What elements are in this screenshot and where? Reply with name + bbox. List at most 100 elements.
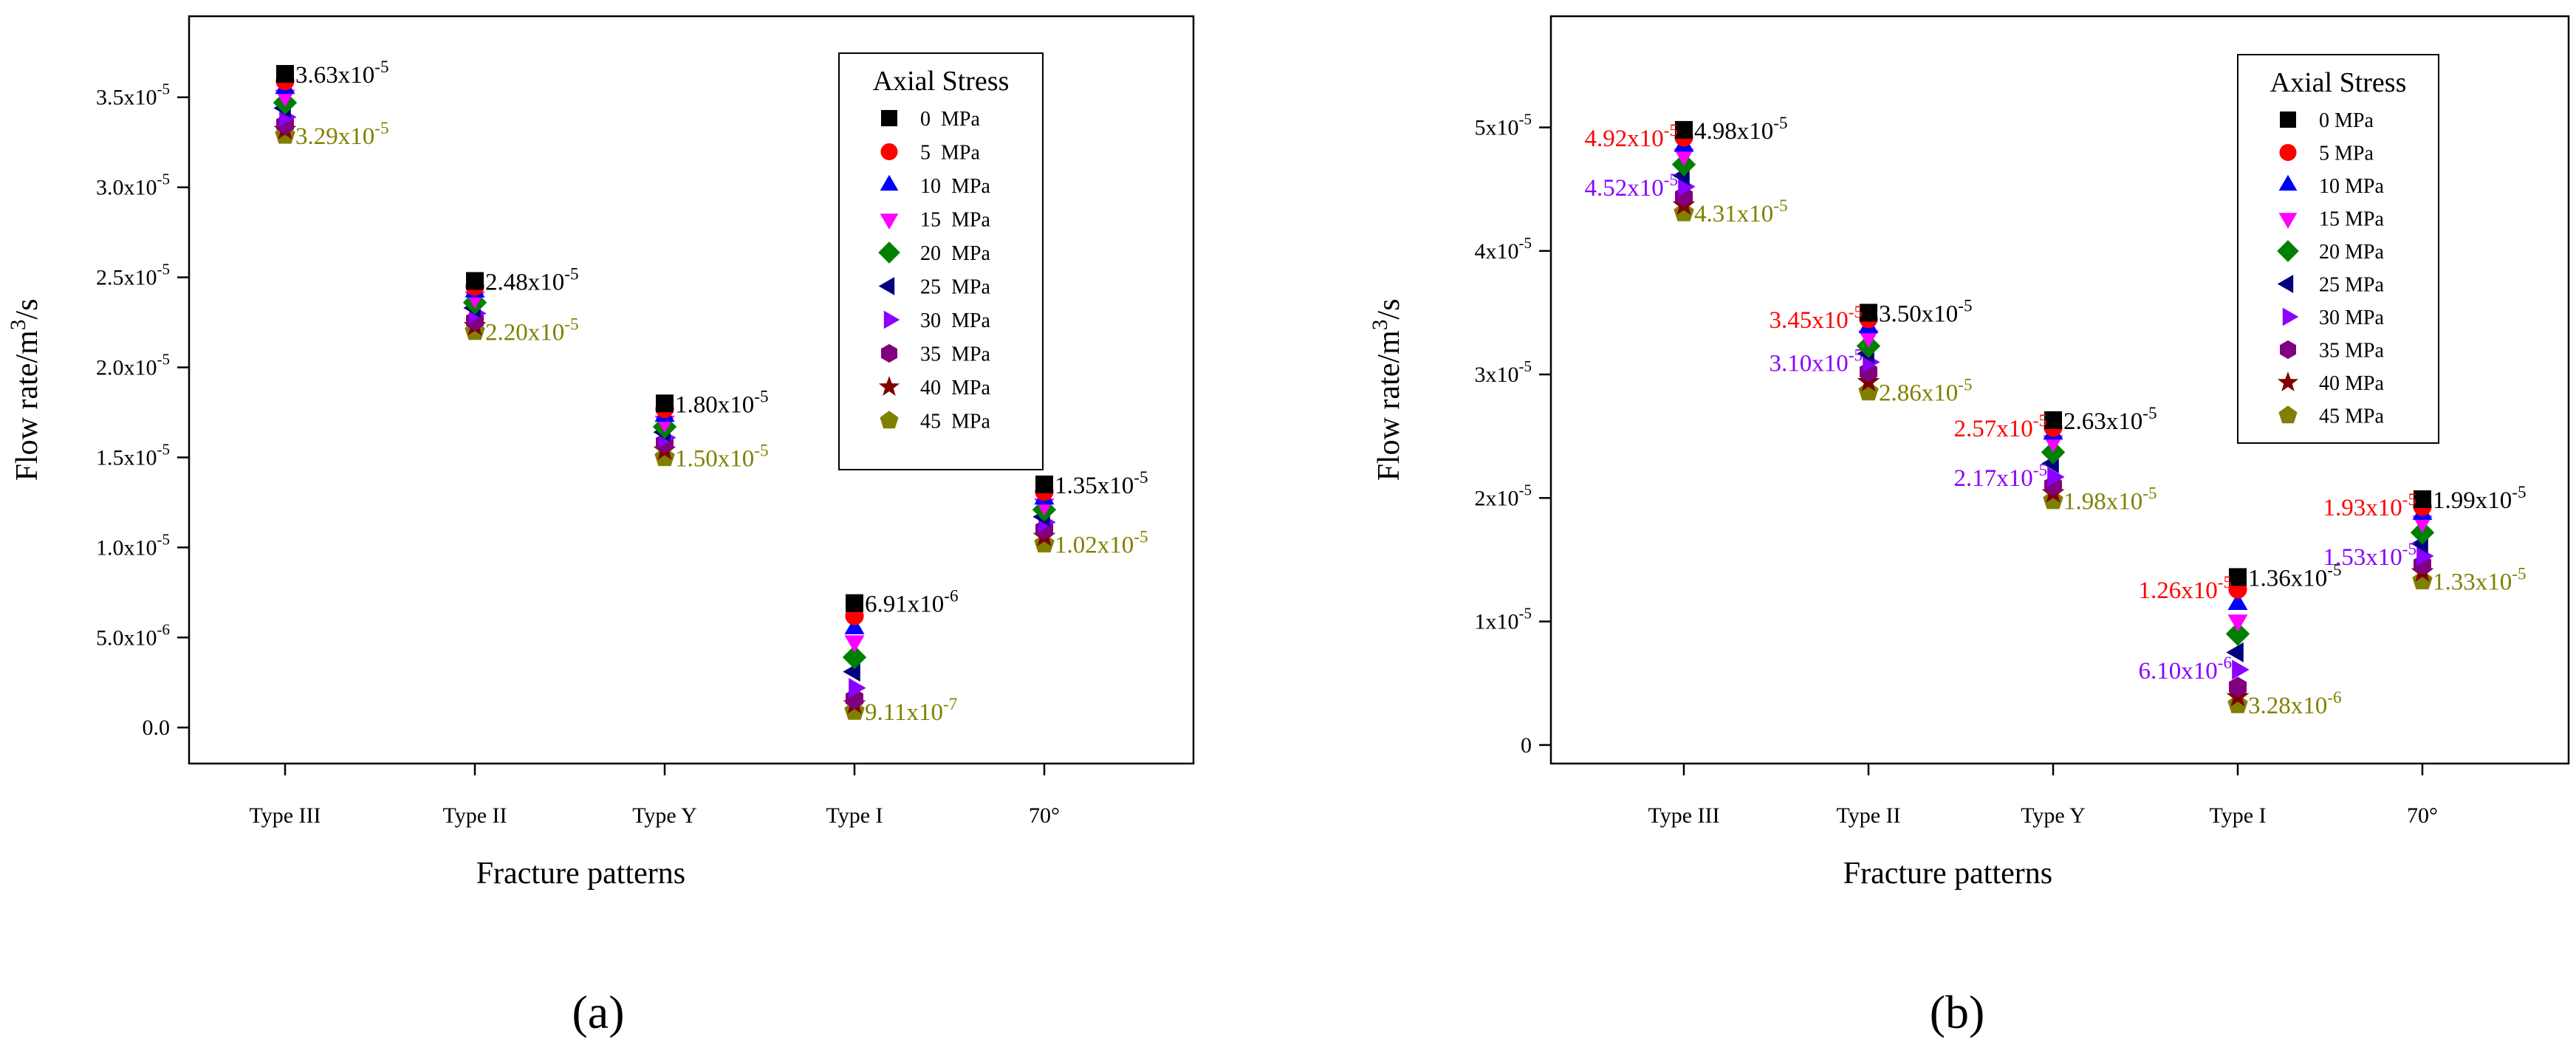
y-tick-label: 3x10-5 [1475, 357, 1532, 387]
data-point-pentagon-45mpa [1034, 533, 1055, 553]
data-point-square-0mpa [276, 65, 294, 83]
data-point-triangle-down-15mpa [844, 635, 865, 653]
x-tick-label: Type I [826, 803, 883, 828]
data-point-square-0mpa [2229, 568, 2247, 586]
legend-entry-label: 5 MPa [920, 142, 980, 165]
data-point-triangle-down-15mpa [1674, 148, 1694, 166]
legend-entry-label: 30 MPa [920, 309, 990, 332]
triangle-right-icon [883, 310, 900, 329]
x-tick-label: Type Y [632, 803, 697, 828]
x-tick-label: Type III [249, 803, 321, 828]
data-point-pentagon-45mpa [2412, 570, 2433, 590]
triangle-left-icon [2277, 275, 2294, 293]
x-tick-label: Type I [2209, 803, 2266, 828]
legend-title: Axial Stress [873, 66, 1010, 97]
legend-entry-label: 0 MPa [920, 108, 980, 131]
triangle-up-icon [880, 174, 899, 191]
data-point-triangle-down-15mpa [2043, 435, 2063, 453]
data-point-triangle-down-15mpa [2412, 515, 2433, 533]
legend-entry-label: 35 MPa [920, 343, 990, 366]
value-annotation: 3.28x10-6 [2248, 687, 2342, 719]
data-point-square-0mpa [1860, 303, 1877, 322]
value-annotation: 3.63x10-5 [295, 57, 389, 89]
data-point-pentagon-45mpa [2043, 490, 2063, 510]
y-tick-label: 2.0x10-5 [96, 351, 170, 380]
y-tick-label: 1x10-5 [1475, 605, 1532, 634]
data-point-square-0mpa [846, 594, 863, 612]
value-annotation: 3.45x10-5 [1770, 302, 1863, 334]
x-axis-label: Fracture patterns [1843, 857, 2052, 891]
value-annotation: 4.92x10-5 [1585, 120, 1679, 152]
value-annotation: 2.48x10-5 [485, 264, 579, 295]
panel-label: (a) [572, 986, 624, 1038]
data-point-square-0mpa [656, 394, 674, 413]
diamond-icon [878, 241, 900, 264]
legend-entry-label: 40 MPa [920, 377, 990, 399]
data-point-diamond-20mpa [2225, 622, 2250, 646]
value-annotation: 6.10x10-6 [2139, 653, 2233, 685]
value-annotation: 3.10x10-5 [1770, 345, 1863, 377]
legend-entry-label: 0 MPa [2319, 109, 2374, 132]
legend-entry-label: 35 MPa [2319, 340, 2384, 363]
data-point-pentagon-45mpa [1674, 202, 1694, 222]
legend-entry-label: 45 MPa [920, 411, 990, 433]
x-tick-label: Type Y [2021, 803, 2086, 828]
plot-frame [188, 15, 1195, 765]
y-tick-label: 5.0x10-6 [96, 620, 170, 650]
legend-entry-label: 40 MPa [2319, 372, 2384, 395]
data-point-triangle-right-30mpa [2047, 467, 2065, 487]
x-tick-label: Type II [442, 803, 507, 828]
value-annotation: 1.26x10-5 [2139, 572, 2233, 604]
data-point-square-0mpa [2044, 411, 2062, 429]
square-icon [881, 110, 897, 126]
triangle-down-icon [880, 213, 899, 230]
value-annotation: 4.52x10-5 [1585, 170, 1679, 202]
data-point-diamond-20mpa [842, 645, 867, 670]
legend-entry-label: 30 MPa [2319, 306, 2384, 329]
data-point-triangle-right-30mpa [2416, 546, 2434, 566]
value-annotation: 9.11x10-7 [865, 694, 957, 726]
legend-entry-label: 20 MPa [2319, 241, 2384, 264]
x-tick-label: 70° [2407, 803, 2438, 828]
chart-a: 0.0 5.0x10-6 1.0x10-5 1.5x10-5 2.0x10-5 2.5x1… [7, 15, 1195, 1038]
data-point-triangle-up-10mpa [2227, 592, 2248, 610]
data-point-triangle-up-10mpa [844, 617, 865, 634]
plot-frame [1549, 15, 2570, 765]
pentagon-icon [2278, 405, 2298, 424]
value-annotation: 1.93x10-5 [2323, 490, 2417, 521]
value-annotation: 1.36x10-5 [2248, 560, 2342, 591]
legend-box [838, 52, 1044, 470]
data-point-triangle-right-30mpa [1678, 176, 1696, 197]
data-point-square-0mpa [466, 272, 484, 290]
square-icon [2280, 112, 2296, 128]
value-annotation: 2.86x10-5 [1879, 375, 1973, 407]
legend: Axial Stress 0 MPa 5 MPa 10 MPa 15 MPa 20 MPa… [2237, 54, 2439, 444]
value-annotation: 1.53x10-5 [2323, 539, 2417, 571]
value-annotation: 1.35x10-5 [1055, 467, 1148, 499]
legend-entry-label: 25 MPa [2319, 274, 2384, 297]
legend-entry-label: 45 MPa [2319, 405, 2384, 428]
value-annotation: 4.98x10-5 [1694, 113, 1788, 145]
y-tick-label: 3.0x10-5 [96, 171, 170, 200]
y-tick-label: 1.5x10-5 [96, 440, 170, 470]
y-axis-label: Flow rate/m3/s [1368, 299, 1406, 481]
data-point-square-0mpa [2414, 490, 2431, 509]
value-annotation: 1.99x10-5 [2433, 482, 2527, 514]
hexagon-icon [2280, 340, 2296, 360]
y-tick-label: 5x10-5 [1475, 111, 1532, 140]
data-point-triangle-down-15mpa [275, 89, 295, 107]
x-tick-label: Type II [1836, 803, 1900, 828]
chart-b: 0 1x10-5 2x10-5 3x10-5 4x10-5 5x10-5 Type III T… [1368, 15, 2570, 1038]
data-point-triangle-right-30mpa [849, 678, 866, 699]
value-annotation: 6.91x10-6 [865, 586, 959, 618]
legend-entry-label: 5 MPa [2319, 143, 2374, 165]
value-annotation: 1.02x10-5 [1055, 526, 1148, 558]
legend-entry-label: 25 MPa [920, 276, 990, 299]
value-annotation: 1.80x10-5 [675, 386, 769, 418]
legend: Axial Stress 0 MPa 5 MPa 10 MPa 15 MPa 20 MPa… [838, 52, 1044, 470]
y-axis-label: Flow rate/m3/s [7, 299, 44, 481]
data-point-square-0mpa [1035, 476, 1053, 494]
legend-entry-label: 15 MPa [2319, 208, 2384, 231]
y-tick-label: 2x10-5 [1475, 481, 1532, 510]
value-annotation: 1.50x10-5 [675, 440, 769, 472]
